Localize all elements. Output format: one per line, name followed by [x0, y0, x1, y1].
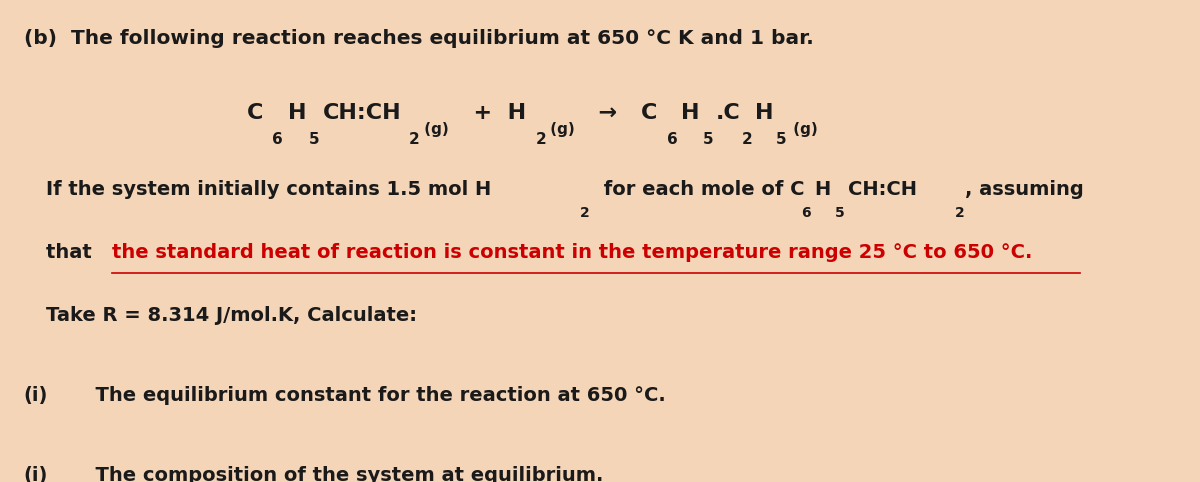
Text: C: C	[641, 103, 658, 123]
Text: H: H	[755, 103, 774, 123]
Text: H: H	[682, 103, 700, 123]
Text: for each mole of C: for each mole of C	[596, 180, 804, 199]
Text: (g): (g)	[546, 122, 575, 137]
Text: 2: 2	[580, 206, 589, 220]
Text: 5: 5	[776, 133, 787, 147]
Text: 6: 6	[800, 206, 810, 220]
Text: →: →	[583, 103, 625, 123]
Text: C: C	[247, 103, 263, 123]
Text: 5: 5	[835, 206, 845, 220]
Text: 6: 6	[272, 133, 283, 147]
Text: H: H	[814, 180, 830, 199]
Text: CH:CH: CH:CH	[323, 103, 401, 123]
Text: , assuming: , assuming	[965, 180, 1084, 199]
Text: If the system initially contains 1.5 mol H: If the system initially contains 1.5 mol…	[46, 180, 491, 199]
Text: (g): (g)	[788, 122, 818, 137]
Text: 2: 2	[535, 133, 546, 147]
Text: 2: 2	[742, 133, 752, 147]
Text: 6: 6	[667, 133, 678, 147]
Text: 5: 5	[702, 133, 713, 147]
Text: 5: 5	[310, 133, 319, 147]
Text: H: H	[288, 103, 306, 123]
Text: The composition of the system at equilibrium.: The composition of the system at equilib…	[82, 466, 604, 482]
Text: .C: .C	[716, 103, 740, 123]
Text: +  H: + H	[458, 103, 527, 123]
Text: the standard heat of reaction is constant in the temperature range 25 °C to 650 : the standard heat of reaction is constan…	[112, 243, 1032, 262]
Text: 2: 2	[408, 133, 419, 147]
Text: The equilibrium constant for the reaction at 650 °C.: The equilibrium constant for the reactio…	[82, 386, 666, 405]
Text: (b)  The following reaction reaches equilibrium at 650 °C K and 1 bar.: (b) The following reaction reaches equil…	[24, 29, 814, 48]
Text: (i): (i)	[24, 466, 48, 482]
Text: Take R = 8.314 J/mol.K, Calculate:: Take R = 8.314 J/mol.K, Calculate:	[46, 306, 416, 325]
Text: 2: 2	[954, 206, 965, 220]
Text: (g): (g)	[420, 122, 449, 137]
Text: CH:CH: CH:CH	[847, 180, 917, 199]
Text: that: that	[46, 243, 98, 262]
Text: (i): (i)	[24, 386, 48, 405]
